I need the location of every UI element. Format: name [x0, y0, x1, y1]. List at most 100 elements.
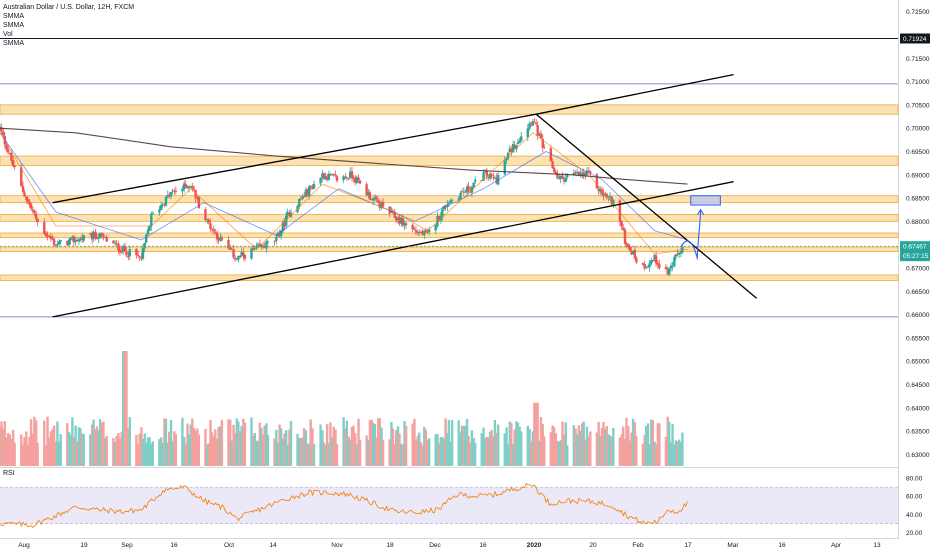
candle-body: [403, 222, 406, 226]
volume-bar: [135, 435, 138, 466]
volume-bar: [381, 439, 385, 466]
candle-body: [100, 233, 104, 235]
candle-body: [645, 267, 648, 269]
candle-body: [646, 266, 650, 268]
candle-body: [229, 247, 232, 250]
level-price-tag: [900, 33, 930, 44]
time-axis-label: Mar: [727, 542, 739, 549]
volume-bar: [92, 419, 95, 466]
volume-bar: [250, 417, 253, 466]
volume-bar: [95, 426, 99, 466]
candle-body: [510, 148, 513, 152]
candle-body: [194, 190, 197, 199]
volume-bar: [608, 435, 612, 466]
candle-body: [564, 177, 567, 182]
legend-title[interactable]: Australian Dollar / U.S. Dollar, 12H, FX…: [3, 4, 135, 11]
candle-body: [650, 260, 653, 264]
candle-body: [347, 178, 350, 179]
volume-bar: [600, 427, 604, 466]
candle-body: [483, 171, 487, 173]
volume-bar: [329, 422, 332, 466]
volume-bar: [321, 430, 324, 466]
candle-body: [210, 228, 214, 230]
candle-body: [404, 223, 408, 225]
rsi-panel-label[interactable]: RSI: [3, 470, 15, 477]
volume-bar: [214, 429, 217, 466]
rsi-line: [0, 482, 688, 528]
volume-bar: [533, 402, 536, 466]
sr-zone: [0, 213, 899, 222]
legend-indicator-vol[interactable]: Vol: [3, 31, 13, 38]
candle-body: [367, 192, 370, 196]
volume-bar: [319, 424, 322, 466]
volume-bar: [418, 432, 421, 466]
candle-body: [460, 191, 464, 193]
candle-body: [115, 243, 118, 244]
volume-bar: [197, 434, 201, 466]
volume-bar: [450, 419, 454, 466]
legend-indicator-smma[interactable]: SMMA: [3, 22, 24, 29]
candle-body: [669, 265, 673, 269]
volume-bar: [187, 434, 191, 466]
volume-bar: [421, 445, 424, 466]
candle-body: [381, 201, 385, 207]
candle-body: [299, 198, 303, 200]
volume-bar: [284, 430, 288, 466]
candle-body: [528, 123, 531, 129]
volume-bar: [301, 437, 304, 466]
volume-bar: [575, 434, 579, 466]
volume-bar: [81, 433, 84, 466]
volume-bar: [261, 434, 265, 466]
time-axis-label: Oct: [224, 542, 234, 549]
candle-body: [623, 229, 627, 244]
volume-bar: [258, 422, 262, 466]
volume-bar: [253, 432, 256, 466]
volume-bar: [36, 442, 39, 466]
volume-bar: [233, 433, 237, 466]
candle-body: [189, 186, 192, 188]
candle-body: [538, 134, 541, 136]
candle-body: [658, 264, 661, 268]
volume-bar: [273, 438, 276, 466]
candle-body: [82, 235, 85, 241]
candle-body: [332, 174, 335, 175]
legend-indicator-smma[interactable]: SMMA: [3, 40, 24, 47]
volume-bar: [566, 445, 569, 466]
candle-body: [240, 252, 243, 257]
legend-indicator-smma[interactable]: SMMA: [3, 13, 24, 20]
candle-body: [506, 152, 510, 159]
volume-bar: [633, 422, 637, 466]
countdown-text: 05:27:15: [903, 253, 929, 260]
volume-bar: [482, 427, 485, 466]
price-axis-label: 0.72500: [906, 9, 930, 16]
candle-body: [302, 196, 306, 197]
volume-bar: [118, 438, 122, 466]
price-axis-label: 0.71000: [906, 79, 930, 86]
candle-body: [220, 237, 224, 240]
volume-bar: [371, 422, 375, 466]
volume-bar: [610, 437, 614, 466]
volume-bar: [112, 438, 115, 466]
candle-body: [28, 201, 31, 205]
volume-bar: [584, 439, 587, 466]
volume-bar: [28, 436, 31, 466]
candle-body: [674, 254, 678, 257]
price-axis-label: 0.65500: [906, 335, 930, 342]
candle-body: [556, 174, 559, 179]
time-axis-label: 2020: [527, 542, 542, 549]
volume-bar: [227, 419, 230, 466]
candle-body: [135, 248, 138, 256]
candle-body: [238, 255, 242, 258]
candle-body: [377, 200, 380, 203]
volume-bar: [572, 425, 576, 466]
candle-body: [44, 233, 48, 236]
volume-bar: [628, 440, 631, 466]
candle-body: [252, 248, 255, 250]
volume-bar: [483, 438, 487, 466]
volume-bar: [508, 421, 512, 466]
volume-bar: [141, 438, 145, 466]
volume-bar: [56, 421, 59, 466]
volume-bar: [465, 418, 469, 466]
candle-body: [575, 171, 579, 173]
